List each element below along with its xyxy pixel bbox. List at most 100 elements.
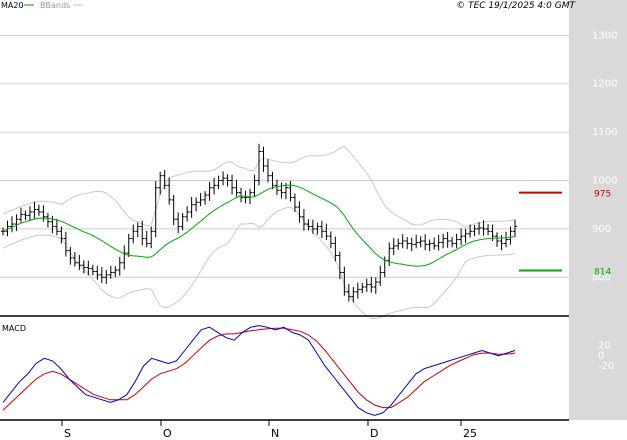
- price-bar: [454, 233, 459, 249]
- price-bar: [364, 278, 369, 292]
- right-axis-panel: [569, 0, 627, 420]
- price-bar: [301, 209, 306, 231]
- x-axis-label: 25: [463, 427, 477, 440]
- price-bar: [153, 181, 158, 238]
- price-bar: [391, 238, 396, 256]
- price-bar: [396, 238, 401, 250]
- price-bar: [499, 235, 504, 251]
- macd-y-axis: 200-20: [598, 340, 614, 372]
- price-bar: [185, 206, 190, 222]
- price-bar: [369, 276, 374, 293]
- price-bar: [140, 220, 145, 246]
- price-bar: [171, 195, 176, 226]
- x-axis-label: N: [271, 427, 279, 440]
- price-bar: [45, 212, 50, 228]
- price-bar: [468, 224, 473, 238]
- price-bar: [504, 231, 509, 248]
- price-bar: [270, 171, 275, 190]
- x-axis-label: O: [163, 427, 172, 440]
- price-bar: [108, 265, 113, 279]
- price-bar: [90, 264, 95, 276]
- price-bar: [463, 228, 468, 243]
- price-bar: [297, 201, 302, 223]
- price-bar: [427, 239, 432, 252]
- price-bar: [346, 284, 351, 302]
- price-bar: [207, 181, 212, 201]
- price-bar: [441, 233, 446, 249]
- price-bar: [14, 214, 19, 231]
- price-bar: [99, 267, 104, 284]
- price-bar: [450, 237, 455, 248]
- x-axis: S O N D 25: [61, 420, 477, 440]
- price-y-tick-label: 800: [592, 272, 611, 283]
- price-bar: [63, 231, 68, 257]
- price-bar: [189, 196, 194, 218]
- macd-signal-line: [2, 327, 516, 411]
- price-bar: [486, 224, 491, 236]
- price-bar: [95, 265, 100, 280]
- price-y-axis: 800 900 1000 1100 1200 1300: [592, 30, 617, 283]
- macd-y-tick-label: 0: [598, 351, 604, 362]
- price-bar: [144, 230, 149, 248]
- price-bar: [418, 236, 423, 248]
- price-bar: [351, 286, 356, 303]
- price-bar: [459, 228, 464, 246]
- price-bar: [216, 175, 221, 190]
- legend-ma20-label: MA20: [1, 1, 24, 10]
- price-bar: [373, 277, 378, 294]
- price-bar: [252, 174, 257, 197]
- price-bar: [324, 223, 329, 241]
- price-bar: [279, 182, 284, 199]
- price-bar: [86, 260, 91, 276]
- price-bar: [41, 205, 46, 222]
- price-levels: 975 814: [519, 190, 611, 278]
- price-bar: [72, 252, 77, 267]
- price-bar: [230, 174, 235, 195]
- price-bar: [445, 231, 450, 248]
- price-bar: [167, 177, 172, 205]
- price-bar: [131, 224, 136, 244]
- price-bar: [203, 191, 208, 205]
- macd-y-tick-label: -20: [598, 361, 614, 372]
- copyright-text: © TEC 19/1/2025 4:0 GMT: [456, 1, 576, 11]
- price-bar: [405, 237, 410, 250]
- price-bar: [81, 260, 86, 274]
- price-y-tick-label: 1200: [592, 79, 617, 90]
- price-bar: [436, 234, 441, 251]
- price-bar: [472, 225, 477, 237]
- macd-y-tick-label: 20: [598, 340, 611, 351]
- price-y-tick-label: 1000: [592, 176, 617, 187]
- price-bar: [337, 251, 342, 280]
- price-bar: [27, 206, 32, 222]
- price-y-tick-label: 1100: [592, 127, 617, 138]
- price-bar: [104, 270, 109, 285]
- price-bar: [32, 201, 37, 219]
- price-bar: [288, 181, 293, 202]
- price-bar: [477, 222, 482, 235]
- price-bar: [122, 245, 127, 270]
- price-bar: [221, 171, 226, 186]
- price-bar: [68, 246, 73, 265]
- price-bar: [23, 210, 28, 221]
- price-bar: [265, 159, 270, 183]
- price-bar: [180, 212, 185, 231]
- price-bar: [310, 219, 315, 234]
- price-bar: [315, 222, 320, 235]
- x-axis-label: S: [64, 427, 71, 440]
- price-bar: [135, 222, 140, 238]
- price-bar: [378, 265, 383, 286]
- price-bar: [292, 193, 297, 212]
- price-bar: [158, 171, 163, 195]
- price-bar: [257, 143, 261, 186]
- macd-panel-title: MACD: [2, 324, 26, 333]
- price-bar: [225, 174, 230, 187]
- price-bar: [18, 207, 23, 224]
- price-bar: [342, 266, 347, 296]
- x-axis-label: D: [370, 427, 378, 440]
- price-bar: [423, 234, 428, 251]
- price-bar: [360, 283, 365, 294]
- price-bar: [409, 237, 414, 252]
- price-level-label: 814: [594, 268, 611, 278]
- price-bar: [355, 282, 360, 299]
